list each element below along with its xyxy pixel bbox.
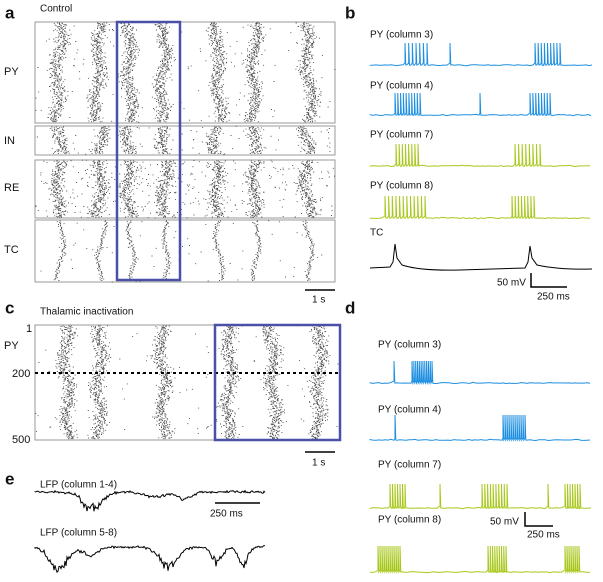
voltage-trace — [369, 42, 593, 67]
trace-label: PY (column 3) — [370, 30, 433, 41]
raster-box — [34, 159, 336, 219]
axis-label: 500 — [12, 434, 30, 446]
panel-label: a — [5, 3, 15, 22]
trace-label: LFP (column 1-4) — [40, 480, 117, 491]
scale-label: 250 ms — [210, 509, 243, 520]
raster-spikes — [35, 22, 336, 123]
panel-title: Thalamic inactivation — [40, 307, 133, 318]
axis-label: 200 — [12, 368, 30, 380]
lfp-trace — [34, 544, 266, 573]
row-label: PY — [4, 66, 19, 78]
raster-spikes — [40, 220, 323, 283]
trace-label: PY (column 4) — [370, 81, 433, 92]
axis-label: PY — [4, 340, 19, 352]
panel-label: b — [345, 3, 355, 22]
voltage-trace — [369, 243, 593, 271]
raster-box — [34, 21, 336, 124]
scale-label: 250 ms — [527, 530, 560, 541]
row-label: IN — [4, 135, 15, 147]
voltage-trace — [369, 195, 590, 220]
voltage-trace — [369, 483, 592, 510]
trace-label: LFP (column 5-8) — [40, 528, 117, 539]
raster-box — [34, 125, 336, 156]
voltage-trace — [369, 360, 591, 385]
lfp-trace — [34, 489, 266, 512]
panel-label: c — [5, 298, 14, 317]
trace-label: PY (column 4) — [378, 405, 441, 416]
scale-bar — [524, 512, 553, 527]
trace-label: PY (column 7) — [370, 130, 433, 141]
trace-label: PY (column 3) — [378, 340, 441, 351]
scale-label: 250 ms — [537, 292, 570, 303]
highlight-box — [115, 20, 182, 282]
panel-label: d — [345, 298, 355, 317]
panel-title: Control — [40, 4, 72, 15]
highlight-box — [213, 323, 342, 442]
panel-label: e — [5, 469, 14, 488]
row-label: TC — [4, 244, 19, 256]
trace-label: PY (column 7) — [378, 460, 441, 471]
scale-bar — [530, 273, 567, 288]
axis-label: 1 — [26, 323, 32, 335]
voltage-trace — [369, 92, 592, 117]
raster-spikes — [35, 325, 339, 440]
raster-spikes — [36, 125, 331, 156]
row-label: RE — [4, 182, 19, 194]
voltage-trace — [369, 414, 591, 442]
trace-label: TC — [370, 228, 383, 239]
raster-box — [34, 324, 341, 441]
trace-label: PY (column 8) — [378, 515, 441, 526]
scale-label: 1 s — [312, 458, 325, 469]
raster-spikes — [35, 159, 335, 219]
voltage-trace — [369, 545, 591, 574]
scale-label: 50 mV — [497, 278, 526, 289]
raster-box — [34, 219, 336, 283]
voltage-trace — [369, 143, 590, 168]
scale-label: 1 s — [312, 295, 325, 306]
trace-label: PY (column 8) — [370, 181, 433, 192]
scale-label: 50 mV — [490, 517, 519, 528]
